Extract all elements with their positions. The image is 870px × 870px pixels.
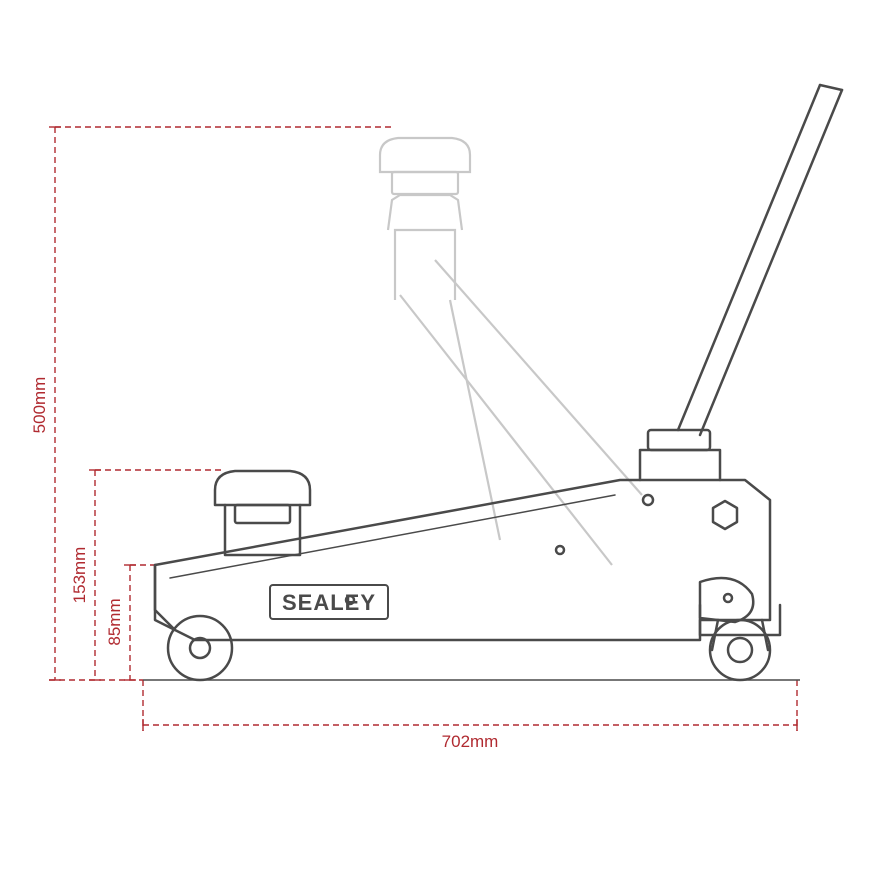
dim-length: 702mm (442, 732, 499, 751)
dim-height-chassis: 85mm (105, 598, 124, 645)
jack-lowered-outline (143, 85, 842, 680)
dimension-labels: 500mm 153mm 85mm 702mm (30, 377, 498, 751)
brand-text: SEALEY (282, 590, 376, 615)
brand-label: SEALEY (270, 585, 388, 619)
trolley-jack-diagram: SEALEY 500mm 153mm 85mm 702mm (0, 0, 870, 870)
dim-height-max: 500mm (30, 377, 49, 434)
dim-height-saddle: 153mm (70, 547, 89, 604)
